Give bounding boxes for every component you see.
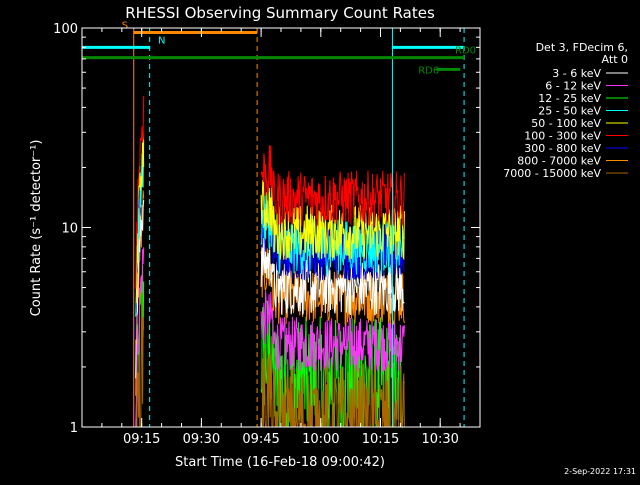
x-tick-label-3: 10:00 [302,432,339,447]
plot-data [135,95,405,429]
y-axis-label: Count Rate (s⁻¹ detector⁻¹) [29,140,44,317]
y-tick-label-2: 100 [53,22,78,37]
y-tick-label-1: 10 [61,222,78,237]
series-trace-0-seg-1 [260,234,405,316]
legend-entry-5: 100 - 300 keV [524,130,601,143]
series-trace-5-seg-1 [260,145,405,227]
x-tick-label-4: 10:15 [362,432,399,447]
chart-title: RHESSI Observing Summary Count Rates [125,4,435,22]
legend-entry-6: 300 - 800 keV [524,142,601,155]
series-trace-0-seg-0 [135,200,145,379]
flag-label-3: RD0 [455,46,476,57]
series-trace-1-seg-0 [135,247,145,428]
legend-header-line-1: Det 3, FDecim 6, [536,41,628,54]
x-tick-label-5: 10:30 [421,432,458,447]
x-tick-label-0: 09:15 [123,432,160,447]
legend-entry-0: 3 - 6 keV [552,67,601,80]
legend-entry-7: 800 - 7000 keV [517,155,601,168]
flag-bars: S N RD0 RD6 [82,20,476,427]
x-axis-label: Start Time (16-Feb-18 09:00:42) [175,455,385,470]
legend-header-line-2: Att 0 [602,53,628,66]
footer-date: 2-Sep-2022 17:31 [564,467,636,476]
flag-label-0: S [122,20,128,31]
y-tick-label-0: 1 [70,421,78,436]
series-trace-5-seg-0 [135,95,145,289]
flag-label-1: N [158,35,165,46]
flag-label-4: RD6 [418,65,439,76]
legend-entry-4: 50 - 100 keV [531,117,601,130]
legend-entry-1: 6 - 12 keV [545,80,601,93]
axes: 1 10 100 09:15 09:30 09:45 10:00 10:15 10:30 [53,22,481,447]
legend-entry-8: 7000 - 15000 keV [503,167,601,180]
legend-entry-3: 25 - 50 keV [538,105,601,118]
x-tick-label-2: 09:45 [242,432,279,447]
x-tick-label-1: 09:30 [183,432,220,447]
legend-entry-2: 12 - 25 keV [538,92,601,105]
